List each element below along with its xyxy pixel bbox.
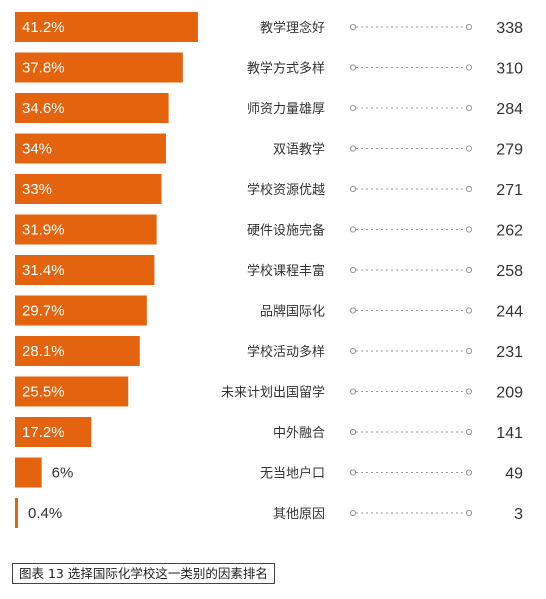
- category-label: 品牌国际化: [260, 304, 325, 320]
- leader-dot-start: [349, 226, 357, 233]
- leader-dot-end: [465, 64, 473, 71]
- chart-caption: 图表 13 选择国际化学校这一类别的因素排名: [12, 563, 275, 584]
- leader-dot-start: [349, 428, 357, 436]
- count-label: 244: [496, 304, 523, 321]
- leader-dot-start: [349, 388, 357, 395]
- category-label: 其他原因: [273, 507, 325, 522]
- bar: [15, 52, 183, 83]
- count-label: 49: [505, 466, 523, 483]
- leader-dot-end: [465, 469, 473, 476]
- bar: [15, 498, 18, 528]
- bar: [15, 417, 92, 447]
- bar: [15, 214, 157, 245]
- leader-dot-start: [349, 307, 357, 314]
- bar-value-label: 37.8%: [22, 60, 65, 77]
- leader-dot-end: [465, 428, 473, 436]
- bar: [15, 295, 147, 326]
- bar: [15, 336, 140, 366]
- count-label: 141: [496, 425, 523, 442]
- category-label: 无当地户口: [260, 466, 325, 482]
- leader-dot-end: [465, 388, 473, 395]
- bar-value-label: 28.1%: [22, 343, 65, 360]
- leader-dot-end: [465, 307, 473, 314]
- bar-value-label: 6%: [52, 465, 74, 482]
- count-label: 310: [496, 61, 523, 78]
- bar-value-label: 34.6%: [22, 100, 65, 117]
- count-label: 209: [496, 385, 523, 402]
- count-label: 262: [496, 223, 523, 240]
- leader-dot-start: [349, 23, 357, 31]
- leader-dot-end: [465, 104, 473, 112]
- count-label: 3: [514, 506, 523, 523]
- leader-dot-start: [349, 509, 357, 517]
- leader-dot-end: [465, 145, 473, 152]
- bar-value-label: 34%: [22, 141, 52, 158]
- bar-value-label: 33%: [22, 181, 52, 198]
- bar-value-label: 0.4%: [28, 505, 62, 522]
- leader-dot-end: [465, 266, 473, 274]
- leader-dot-end: [465, 185, 473, 193]
- count-label: 338: [496, 20, 523, 37]
- count-label: 231: [496, 344, 523, 361]
- category-label: 教学理念好: [260, 20, 325, 36]
- leader-dot-start: [349, 104, 357, 112]
- leader-dot-start: [349, 145, 357, 152]
- category-label: 双语教学: [273, 142, 325, 158]
- bar: [15, 174, 162, 204]
- leader-dot-start: [349, 469, 357, 476]
- leader-dot-start: [349, 266, 357, 274]
- bar-value-label: 31.9%: [22, 222, 65, 239]
- bar-value-label: 31.4%: [22, 262, 65, 279]
- category-label: 未来计划出国留学: [221, 385, 325, 401]
- count-label: 271: [496, 182, 523, 199]
- category-label: 学校活动多样: [247, 344, 325, 360]
- bar-value-label: 29.7%: [22, 303, 65, 320]
- category-label: 硬件设施完备: [247, 223, 325, 239]
- leader-dot-end: [465, 226, 473, 233]
- bar: [15, 133, 166, 164]
- bar-value-label: 25.5%: [22, 384, 65, 401]
- bar: [15, 255, 155, 285]
- category-label: 学校资源优越: [247, 182, 325, 198]
- leader-dot-end: [465, 347, 473, 355]
- leader-dot-start: [349, 185, 357, 193]
- category-label: 教学方式多样: [247, 61, 325, 77]
- bar: [15, 12, 198, 42]
- leader-dot-start: [349, 64, 357, 71]
- bar: [15, 376, 129, 407]
- category-label: 学校课程丰富: [247, 263, 325, 279]
- count-label: 284: [496, 101, 523, 118]
- leader-dot-end: [465, 509, 473, 517]
- bar: [15, 93, 169, 123]
- bar: [15, 457, 42, 488]
- bar-value-label: 17.2%: [22, 424, 65, 441]
- leader-dot-start: [349, 347, 357, 355]
- category-label: 师资力量雄厚: [247, 102, 325, 117]
- count-label: 258: [496, 263, 523, 280]
- leader-dot-end: [465, 23, 473, 31]
- category-label: 中外融合: [273, 426, 325, 441]
- bar-value-label: 41.2%: [22, 19, 65, 36]
- count-label: 279: [496, 142, 523, 159]
- factor-ranking-chart: 41.2% 教学理念好 338 37.8% 教学方式多样 310 34.6% 师资力量雄厚 28…: [15, 12, 523, 528]
